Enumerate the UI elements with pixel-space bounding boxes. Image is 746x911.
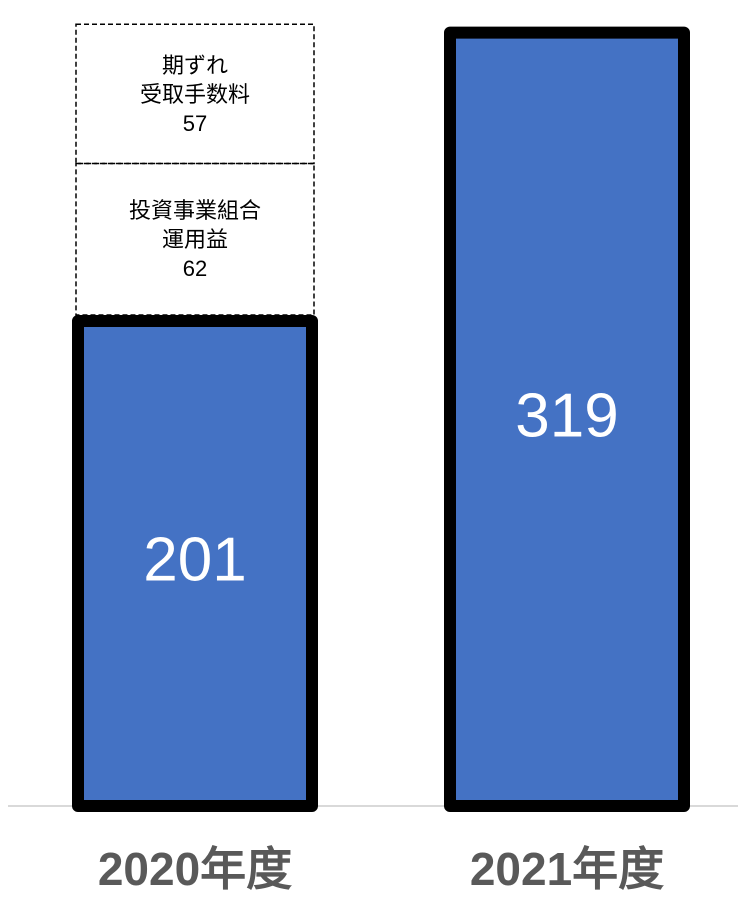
bars-group: 201 319 bbox=[72, 26, 690, 813]
dashed-addition-segment bbox=[75, 23, 315, 165]
bar-value-label: 319 bbox=[515, 381, 618, 450]
dashed-addition-segment bbox=[75, 162, 315, 316]
addition-label-line: 投資事業組合 bbox=[129, 198, 261, 223]
x-tick-labels: 2020年度 2021年度 bbox=[98, 843, 664, 895]
addition-label-line: 受取手数料 bbox=[140, 82, 250, 107]
addition-label-line: 期ずれ bbox=[162, 53, 228, 78]
addition-label-line: 62 bbox=[183, 256, 207, 281]
addition-label-line: 運用益 bbox=[162, 227, 228, 252]
x-tick-label: 2020年度 bbox=[98, 843, 292, 895]
addition-label-line: 57 bbox=[183, 111, 207, 136]
bar-1 bbox=[72, 314, 318, 812]
bar-value-label: 201 bbox=[143, 525, 246, 594]
x-tick-label: 2021年度 bbox=[470, 843, 664, 895]
bar-2 bbox=[444, 26, 690, 813]
